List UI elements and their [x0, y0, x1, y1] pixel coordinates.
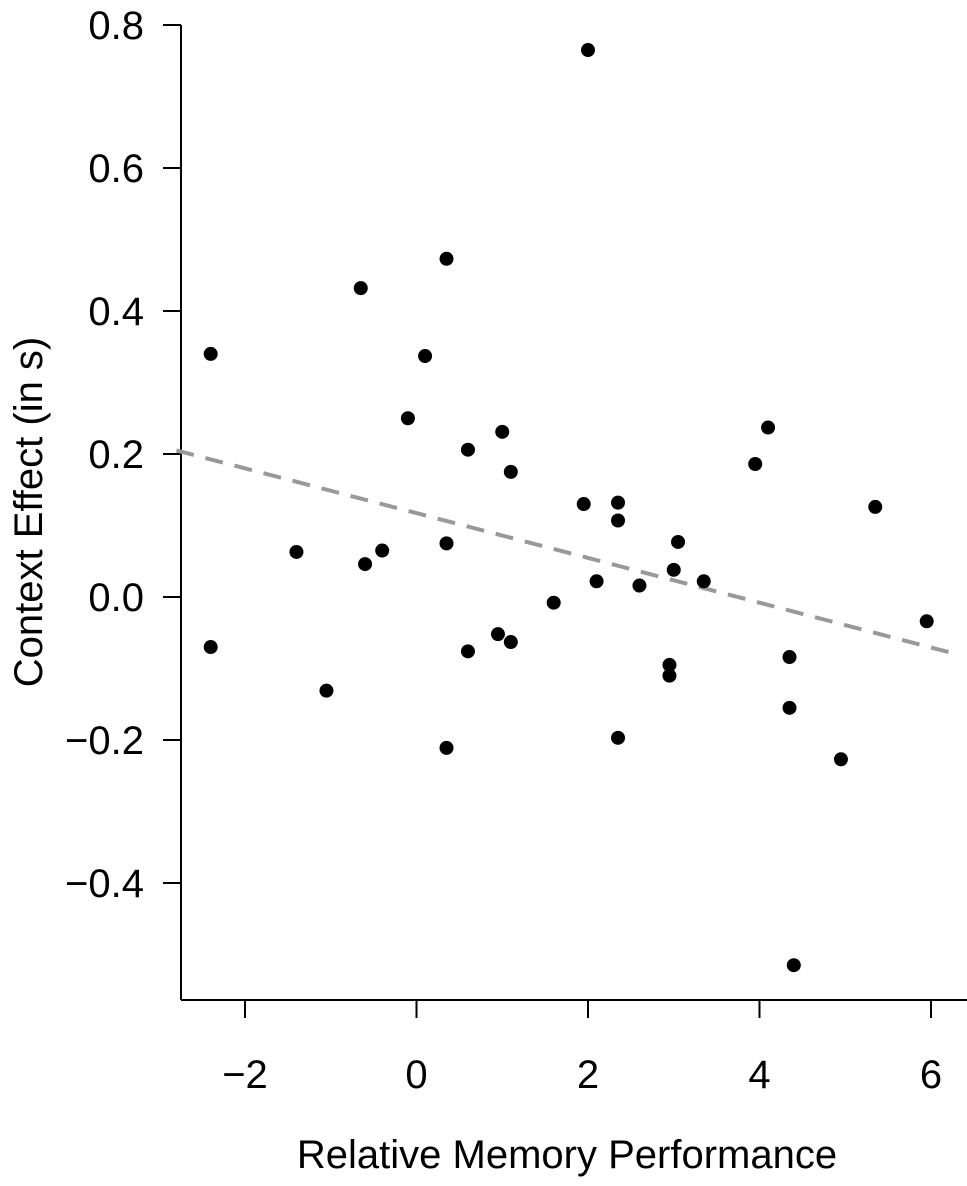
x-tick-label: 4	[748, 1053, 770, 1097]
data-points	[203, 43, 934, 973]
y-axis-ticks: −0.4 −0.2 0.0 0.2 0.4 0.6 0.8	[65, 4, 181, 906]
data-point	[495, 424, 510, 439]
data-point	[439, 740, 454, 755]
x-tick-label: −2	[222, 1053, 268, 1097]
data-point	[319, 683, 334, 698]
data-point	[460, 442, 475, 457]
data-point	[761, 420, 776, 435]
y-tick-label: 0.6	[88, 147, 144, 191]
data-point	[503, 635, 518, 650]
data-point	[666, 562, 681, 577]
data-point	[662, 657, 677, 672]
y-tick-label: −0.4	[65, 862, 144, 906]
y-axis-title: Context Effect (in s)	[7, 337, 51, 688]
data-point	[748, 457, 763, 472]
data-point	[696, 574, 711, 589]
data-point	[782, 650, 797, 665]
data-point	[611, 495, 626, 510]
y-tick-label: −0.2	[65, 719, 144, 763]
data-point	[919, 614, 934, 629]
x-tick-label: 2	[577, 1053, 599, 1097]
data-point	[546, 595, 561, 610]
data-point	[632, 578, 647, 593]
data-point	[203, 640, 218, 655]
data-point	[358, 557, 373, 572]
data-point	[439, 536, 454, 551]
trend-line	[175, 448, 958, 657]
y-tick-label: 0.2	[88, 433, 144, 477]
y-tick-label: 0.8	[88, 4, 144, 48]
y-tick-label: 0.4	[88, 290, 144, 334]
data-point	[439, 251, 454, 266]
x-tick-label: 0	[405, 1053, 427, 1097]
data-point	[611, 513, 626, 528]
data-point	[289, 544, 304, 559]
x-axis-title: Relative Memory Performance	[297, 1133, 837, 1177]
data-point	[418, 349, 433, 364]
data-point	[576, 497, 591, 512]
x-tick-label: 6	[920, 1053, 942, 1097]
x-axis-ticks: −2 0 2 4 6	[222, 1000, 942, 1097]
data-point	[503, 464, 518, 479]
data-point	[662, 668, 677, 683]
data-point	[581, 43, 595, 58]
data-point	[353, 281, 368, 296]
data-point	[375, 543, 390, 558]
data-point	[868, 499, 883, 514]
y-tick-label: 0.0	[88, 576, 144, 620]
data-point	[671, 534, 686, 549]
data-point	[203, 346, 218, 361]
data-point	[782, 700, 797, 715]
data-point	[490, 627, 505, 642]
data-point	[833, 752, 848, 767]
data-point	[460, 644, 475, 659]
data-point	[400, 411, 415, 426]
data-point	[589, 574, 604, 589]
data-point	[786, 958, 801, 973]
data-point	[611, 730, 626, 745]
